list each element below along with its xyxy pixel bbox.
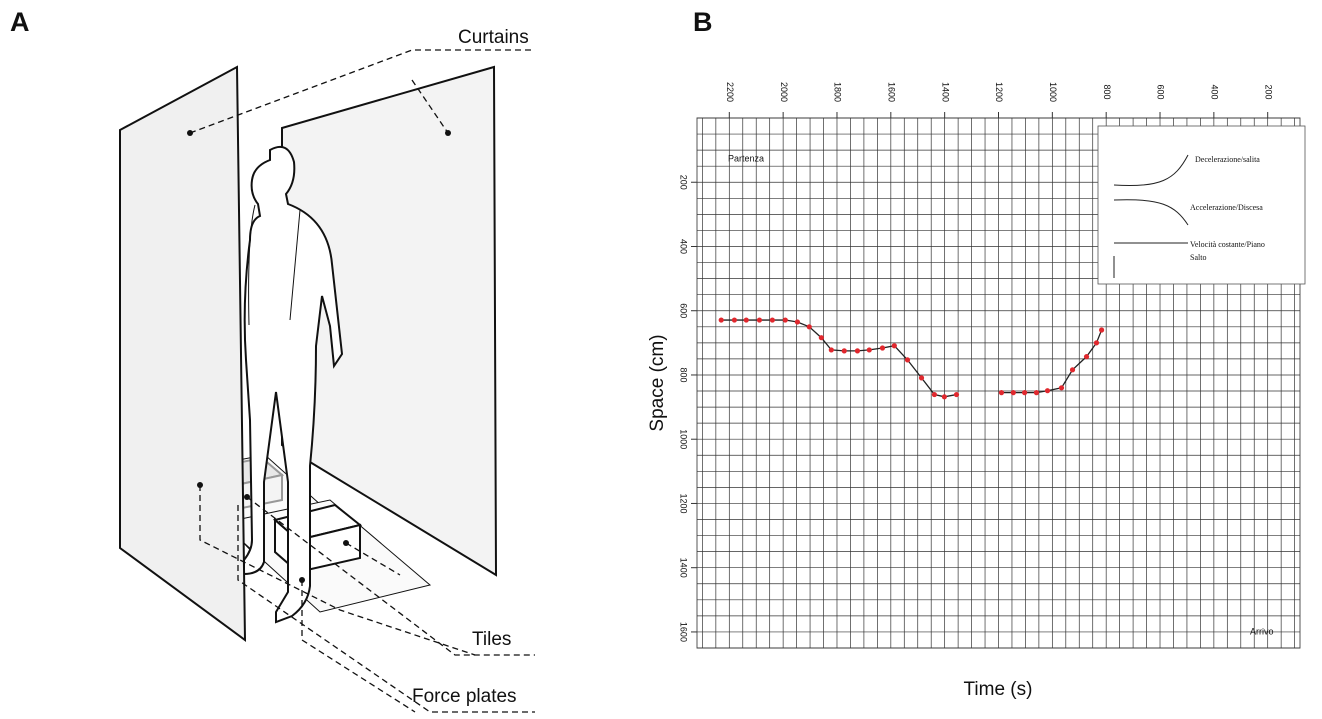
x-tick-label: 200 (1263, 84, 1273, 99)
legend-label: Salto (1190, 253, 1206, 262)
data-point (806, 324, 812, 330)
diagram-label: Tiles (472, 629, 511, 650)
data-point (891, 343, 897, 349)
data-point (866, 347, 872, 353)
x-tick-label: 1000 (1048, 82, 1058, 102)
x-tick-label: 1600 (886, 82, 896, 102)
y-tick-label: 800 (679, 367, 689, 382)
x-axis-title: Time (s) (964, 679, 1033, 700)
x-tick-label: 1200 (994, 82, 1004, 102)
legend-label: Accelerazione/Discesa (1190, 203, 1263, 212)
data-point (782, 317, 788, 323)
legend-label: Velocità costante/Piano (1190, 240, 1265, 249)
y-tick-label: 600 (679, 303, 689, 318)
data-point (854, 348, 861, 354)
panel-letter: B (693, 7, 713, 37)
data-point (1093, 340, 1100, 346)
data-point (953, 391, 960, 398)
x-tick-label: 2200 (725, 82, 735, 102)
y-tick-label: 1200 (679, 493, 689, 513)
data-point (918, 375, 925, 381)
y-tick-label: 400 (679, 239, 689, 254)
data-point (1058, 385, 1065, 391)
y-tick-label: 1000 (679, 429, 689, 449)
x-tick-label: 600 (1156, 84, 1166, 99)
data-point (731, 317, 738, 323)
legend: Decelerazione/salita Accelerazione/Disce… (1097, 125, 1306, 285)
y-axis-title: Space (cm) (647, 334, 668, 431)
x-tick-label: 400 (1209, 84, 1219, 99)
data-point (794, 319, 801, 325)
x-tick-label: 1800 (833, 82, 843, 102)
diagram-label: Force plates (412, 686, 517, 707)
panel-letter: A (10, 7, 30, 37)
diagram-label: Curtains (458, 27, 529, 48)
data-point (1083, 354, 1090, 360)
data-point (998, 390, 1005, 396)
setup-diagram (119, 49, 535, 713)
data-point (904, 357, 911, 363)
y-tick-label: 1400 (679, 558, 689, 578)
x-tick-label: 2000 (779, 82, 789, 102)
plot (718, 317, 1105, 400)
data-point (718, 317, 724, 323)
x-tick-label: 800 (1102, 84, 1112, 99)
y-tick-label: 1600 (679, 622, 689, 642)
data-point (818, 335, 824, 341)
data-point (756, 317, 763, 323)
data-point (1010, 390, 1016, 396)
data-point (1044, 388, 1051, 394)
start-label: Partenza (728, 153, 764, 163)
data-point (841, 348, 847, 354)
data-point (879, 345, 886, 351)
data-point (1069, 367, 1076, 373)
legend-label: Decelerazione/salita (1195, 155, 1260, 164)
data-point (743, 317, 749, 323)
data-point (1099, 327, 1105, 333)
data-point (941, 394, 947, 400)
data-point (1033, 390, 1040, 396)
x-tick-label: 1400 (940, 82, 950, 102)
data-point (931, 391, 938, 398)
data-point (769, 317, 775, 323)
data-point (1022, 390, 1028, 396)
y-tick-label: 200 (679, 175, 689, 190)
data-point (828, 347, 834, 353)
end-label: Arrivo (1250, 626, 1274, 636)
